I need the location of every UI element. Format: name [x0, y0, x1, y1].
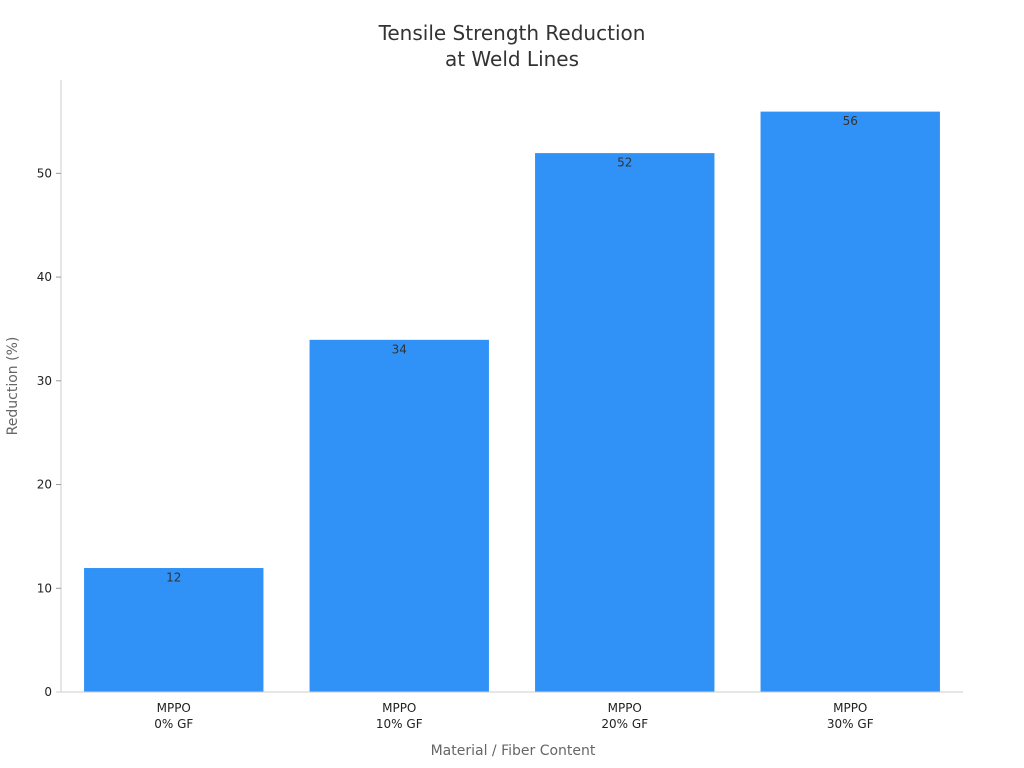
x-tick-label: 10% GF — [376, 717, 423, 731]
y-tick-label: 40 — [37, 270, 52, 284]
x-tick-label: MPPO — [833, 701, 867, 715]
x-axis-label: Material / Fiber Content — [431, 743, 596, 759]
bar — [308, 338, 490, 693]
x-tick-label: MPPO — [608, 701, 642, 715]
y-tick-label: 20 — [37, 478, 52, 492]
chart-title-line-1: Tensile Strength Reduction — [378, 21, 646, 45]
y-tick-label: 30 — [37, 374, 52, 388]
x-axis: MPPO 0% GF MPPO 10% GF MPPO 20% GF MPPO 30% GF — [56, 691, 963, 731]
x-tick-label: 30% GF — [827, 717, 874, 731]
y-axis: 0 10 20 30 40 50 — [37, 80, 62, 699]
chart-title-line-2: at Weld Lines — [444, 47, 580, 71]
bar-value-label: 56 — [843, 114, 858, 128]
bar — [534, 152, 716, 693]
y-tick-label: 50 — [37, 166, 52, 180]
bar-value-label: 34 — [392, 342, 407, 356]
y-tick-label: 0 — [44, 685, 52, 699]
x-tick-label: 20% GF — [601, 717, 648, 731]
bar-value-label: 52 — [617, 156, 632, 170]
bar — [83, 567, 265, 693]
bar-value-label: 12 — [166, 571, 181, 585]
x-tick-label: MPPO — [157, 701, 191, 715]
x-tick-label: MPPO — [382, 701, 416, 715]
y-tick-label: 10 — [37, 581, 52, 595]
bar — [759, 110, 941, 693]
y-axis-label: Reduction (%) — [5, 337, 21, 436]
x-tick-label: 0% GF — [154, 717, 193, 731]
bars: 12 34 52 56 — [83, 110, 941, 693]
